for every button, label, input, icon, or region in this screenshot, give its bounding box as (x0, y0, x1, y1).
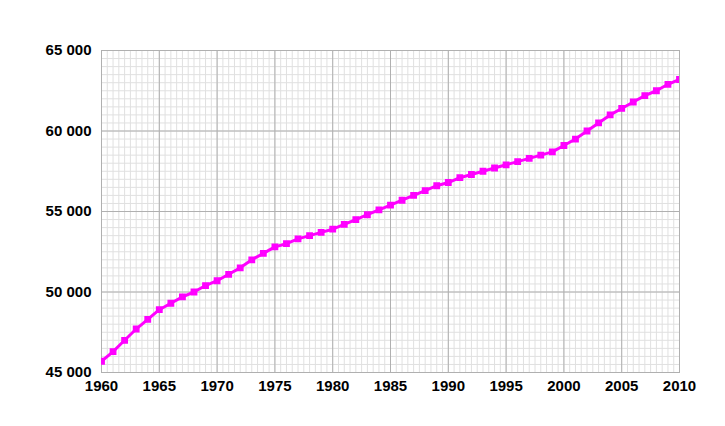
svg-text:1960: 1960 (84, 377, 119, 395)
svg-text:2010: 2010 (663, 377, 696, 394)
svg-text:1975: 1975 (258, 377, 291, 394)
svg-text:1995: 1995 (489, 377, 522, 394)
svg-text:1980: 1980 (316, 377, 349, 394)
svg-text:2000: 2000 (547, 377, 580, 394)
svg-text:1990: 1990 (432, 377, 465, 394)
svg-text:45 000: 45 000 (46, 363, 92, 380)
svg-text:65 000: 65 000 (46, 41, 92, 58)
svg-text:50 000: 50 000 (46, 283, 92, 300)
svg-text:60 000: 60 000 (46, 122, 92, 139)
svg-text:1985: 1985 (374, 377, 407, 394)
svg-text:1965: 1965 (143, 377, 176, 394)
svg-text:55 000: 55 000 (46, 202, 92, 219)
svg-text:1970: 1970 (200, 377, 233, 394)
svg-text:2005: 2005 (605, 377, 638, 394)
